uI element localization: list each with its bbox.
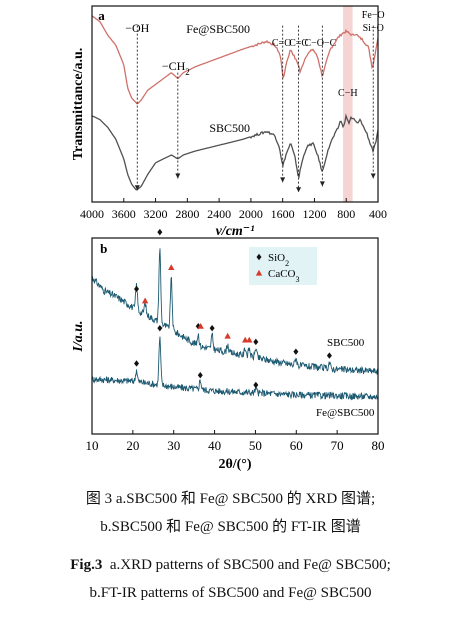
caption-line-1: 图 3 a.SBC500 和 Fe@ SBC500 的 XRD 图谱; <box>85 491 376 507</box>
sio2-peak-marker <box>326 352 332 359</box>
xrd-panel-letter: b <box>100 241 107 256</box>
sio2-peak-marker <box>293 348 299 355</box>
xrd-x-tick-label: 80 <box>372 438 385 453</box>
caption-line-3: Fig.3 a.XRD patterns of SBC500 and Fe@ S… <box>0 552 461 578</box>
caco3-peak-marker <box>197 323 204 329</box>
caco3-peak-marker <box>168 264 175 270</box>
sio2-peak-marker <box>134 360 140 367</box>
ftir-guide-arrow <box>134 185 140 191</box>
ftir-plot-frame <box>91 5 379 203</box>
ftir-x-tick-label: 1600 <box>271 207 295 221</box>
ftir-x-axis-label: ν/cm⁻¹ <box>216 224 255 239</box>
xrd-x-axis-label: 2θ/(°) <box>218 457 251 472</box>
caco3-peak-marker <box>246 336 253 343</box>
xrd-x-tick-label: 20 <box>126 438 139 453</box>
ftir-guide-arrow <box>319 181 325 187</box>
xrd-x-tick-label: 70 <box>331 438 344 453</box>
ftir-annotation: Si−O <box>363 23 384 34</box>
ftir-x-tick-label: 2000 <box>239 207 263 221</box>
figure-panels: a −OH −CH2 C=OC=CC−O−C C−H Fe−O Si−O Fe@SBC500 S… <box>71 5 387 472</box>
sio2-peak-marker <box>253 338 259 346</box>
ftir-x-tick-label: 3600 <box>112 207 136 221</box>
ftir-guide-arrow <box>175 173 181 179</box>
ftir-annotation: Fe−O <box>362 10 385 21</box>
legend-label: CaCO3 <box>268 268 300 284</box>
sio2-peak-marker <box>134 285 140 293</box>
caption-line-4: b.FT-IR patterns of SBC500 and Fe@ SBC50… <box>89 585 372 601</box>
caption-line-2: b.SBC500 和 Fe@ SBC500 的 FT-IR 图谱 <box>100 519 361 535</box>
xrd-x-tick-label: 40 <box>208 438 221 453</box>
xrd-x-tick-label: 60 <box>290 438 303 453</box>
sio2-peak-marker <box>157 228 163 236</box>
xrd-x-tick-label: 30 <box>167 438 180 453</box>
xrd-plot-frame <box>91 237 379 435</box>
ftir-x-tick-label: 2800 <box>175 207 199 221</box>
caption-line-3-text: a.XRD patterns of SBC500 and Fe@ SBC500; <box>102 557 391 573</box>
xrd-series-label: Fe@SBC500 <box>316 407 375 419</box>
ftir-x-tick-label: 3200 <box>144 207 168 221</box>
ftir-series-fe-sbc500 <box>92 15 378 105</box>
ftir-guide-arrow <box>296 187 302 193</box>
ftir-x-tick-label: 2400 <box>207 207 231 221</box>
xrd-x-tick-label: 50 <box>249 438 262 453</box>
sio2-peak-marker <box>209 324 215 332</box>
legend-marker-caco3 <box>255 269 263 276</box>
ftir-x-tick-label: 800 <box>337 207 355 221</box>
ftir-x-tick-label: 1200 <box>302 207 326 221</box>
caco3-peak-marker <box>242 336 249 343</box>
xrd-y-axis-label: I/a.u. <box>71 320 86 352</box>
caco3-peak-marker <box>141 297 149 304</box>
sio2-peak-marker <box>253 381 259 389</box>
ftir-guide-arrow <box>280 177 286 183</box>
ch-shaded-band <box>343 6 353 202</box>
ftir-guide-arrow <box>370 173 376 179</box>
sio2-peak-marker <box>197 372 203 379</box>
legend-marker-sio2 <box>256 253 262 261</box>
ftir-annotation: C=C <box>289 38 308 49</box>
ftir-series-sbc500 <box>92 113 378 191</box>
xrd-series-label: SBC500 <box>327 337 365 349</box>
xrd-series-fe-sbc500 <box>92 336 378 401</box>
ftir-annotation: C−O−C <box>304 38 336 49</box>
ftir-x-tick-label: 4000 <box>80 207 104 221</box>
ftir-series-label: Fe@SBC500 <box>186 22 250 36</box>
xrd-series-sbc500 <box>92 248 378 375</box>
legend-label: SiO2 <box>268 252 289 268</box>
ftir-panel: a −OH −CH2 C=OC=CC−O−C C−H Fe−O Si−O Fe@SBC500 S… <box>71 5 387 239</box>
sio2-peak-marker <box>157 324 163 332</box>
xrd-x-tick-label: 10 <box>86 438 99 453</box>
legend-box <box>249 247 317 285</box>
caco3-peak-marker <box>224 332 231 339</box>
ftir-y-axis-label: Transmittance/a.u. <box>71 48 86 161</box>
ftir-annotation: −OH <box>125 21 149 35</box>
caption-fig-label: Fig.3 <box>70 557 103 573</box>
ftir-x-tick-label: 400 <box>369 207 387 221</box>
ftir-annotation: −CH2 <box>162 59 190 77</box>
ftir-annotation: C−H <box>338 88 358 99</box>
ftir-series-label: SBC500 <box>209 121 250 135</box>
ftir-annotation: C=O <box>272 38 292 49</box>
ftir-annotation: a <box>98 8 105 23</box>
